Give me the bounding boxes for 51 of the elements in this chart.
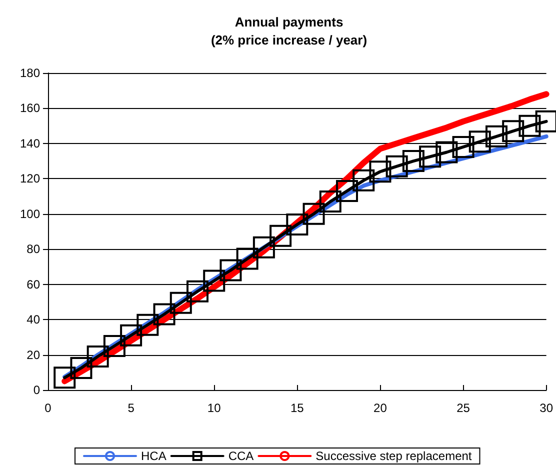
y-tick-label: 60: [26, 277, 40, 292]
y-tick-label: 160: [20, 101, 40, 116]
point: [468, 130, 491, 153]
point: [386, 155, 408, 178]
point: [518, 114, 541, 137]
point: [502, 120, 524, 142]
point: [220, 259, 242, 282]
x-tick-label: 30: [540, 401, 554, 415]
point: [203, 270, 226, 292]
x-tick-label: 20: [374, 401, 388, 415]
point: [70, 356, 92, 379]
point: [103, 334, 126, 357]
point: [153, 303, 176, 326]
point: [419, 146, 442, 168]
chart-title: Annual payments (2% price increase / year): [210, 14, 368, 48]
point: [286, 213, 308, 236]
legend-label: HCA: [141, 449, 166, 463]
y-tick-label: 100: [20, 206, 40, 221]
y-tick-label: 40: [26, 312, 40, 327]
legend-label: CCA: [228, 449, 254, 463]
point: [402, 150, 424, 172]
point: [352, 169, 375, 192]
point: [319, 190, 342, 213]
y-tick-label: 0: [33, 383, 40, 397]
point: [252, 236, 275, 258]
x-tick-label: 15: [290, 401, 304, 415]
y-tick-label: 120: [20, 172, 40, 186]
x-tick-label: 5: [128, 401, 135, 415]
point: [535, 110, 556, 132]
point: [136, 314, 159, 336]
y-tick-label: 180: [20, 66, 40, 80]
point: [369, 160, 392, 183]
point: [485, 125, 508, 148]
point: [302, 202, 325, 225]
point: [120, 324, 142, 346]
point: [170, 292, 192, 314]
point: [336, 180, 358, 202]
y-tick-label: 80: [26, 242, 40, 256]
point: [186, 280, 208, 302]
x-tick-label: 10: [207, 401, 222, 415]
y-tick-label: 140: [20, 136, 40, 150]
point: [236, 248, 258, 270]
point: [436, 141, 458, 164]
x-tick-label: 25: [456, 401, 470, 415]
y-tick-label: 20: [26, 348, 40, 362]
point: [270, 224, 292, 247]
point: [452, 136, 474, 158]
x-tick-label: 0: [44, 401, 52, 415]
point: [86, 346, 109, 368]
point: [54, 366, 76, 389]
legend-label: Successive step replacement: [316, 449, 472, 463]
